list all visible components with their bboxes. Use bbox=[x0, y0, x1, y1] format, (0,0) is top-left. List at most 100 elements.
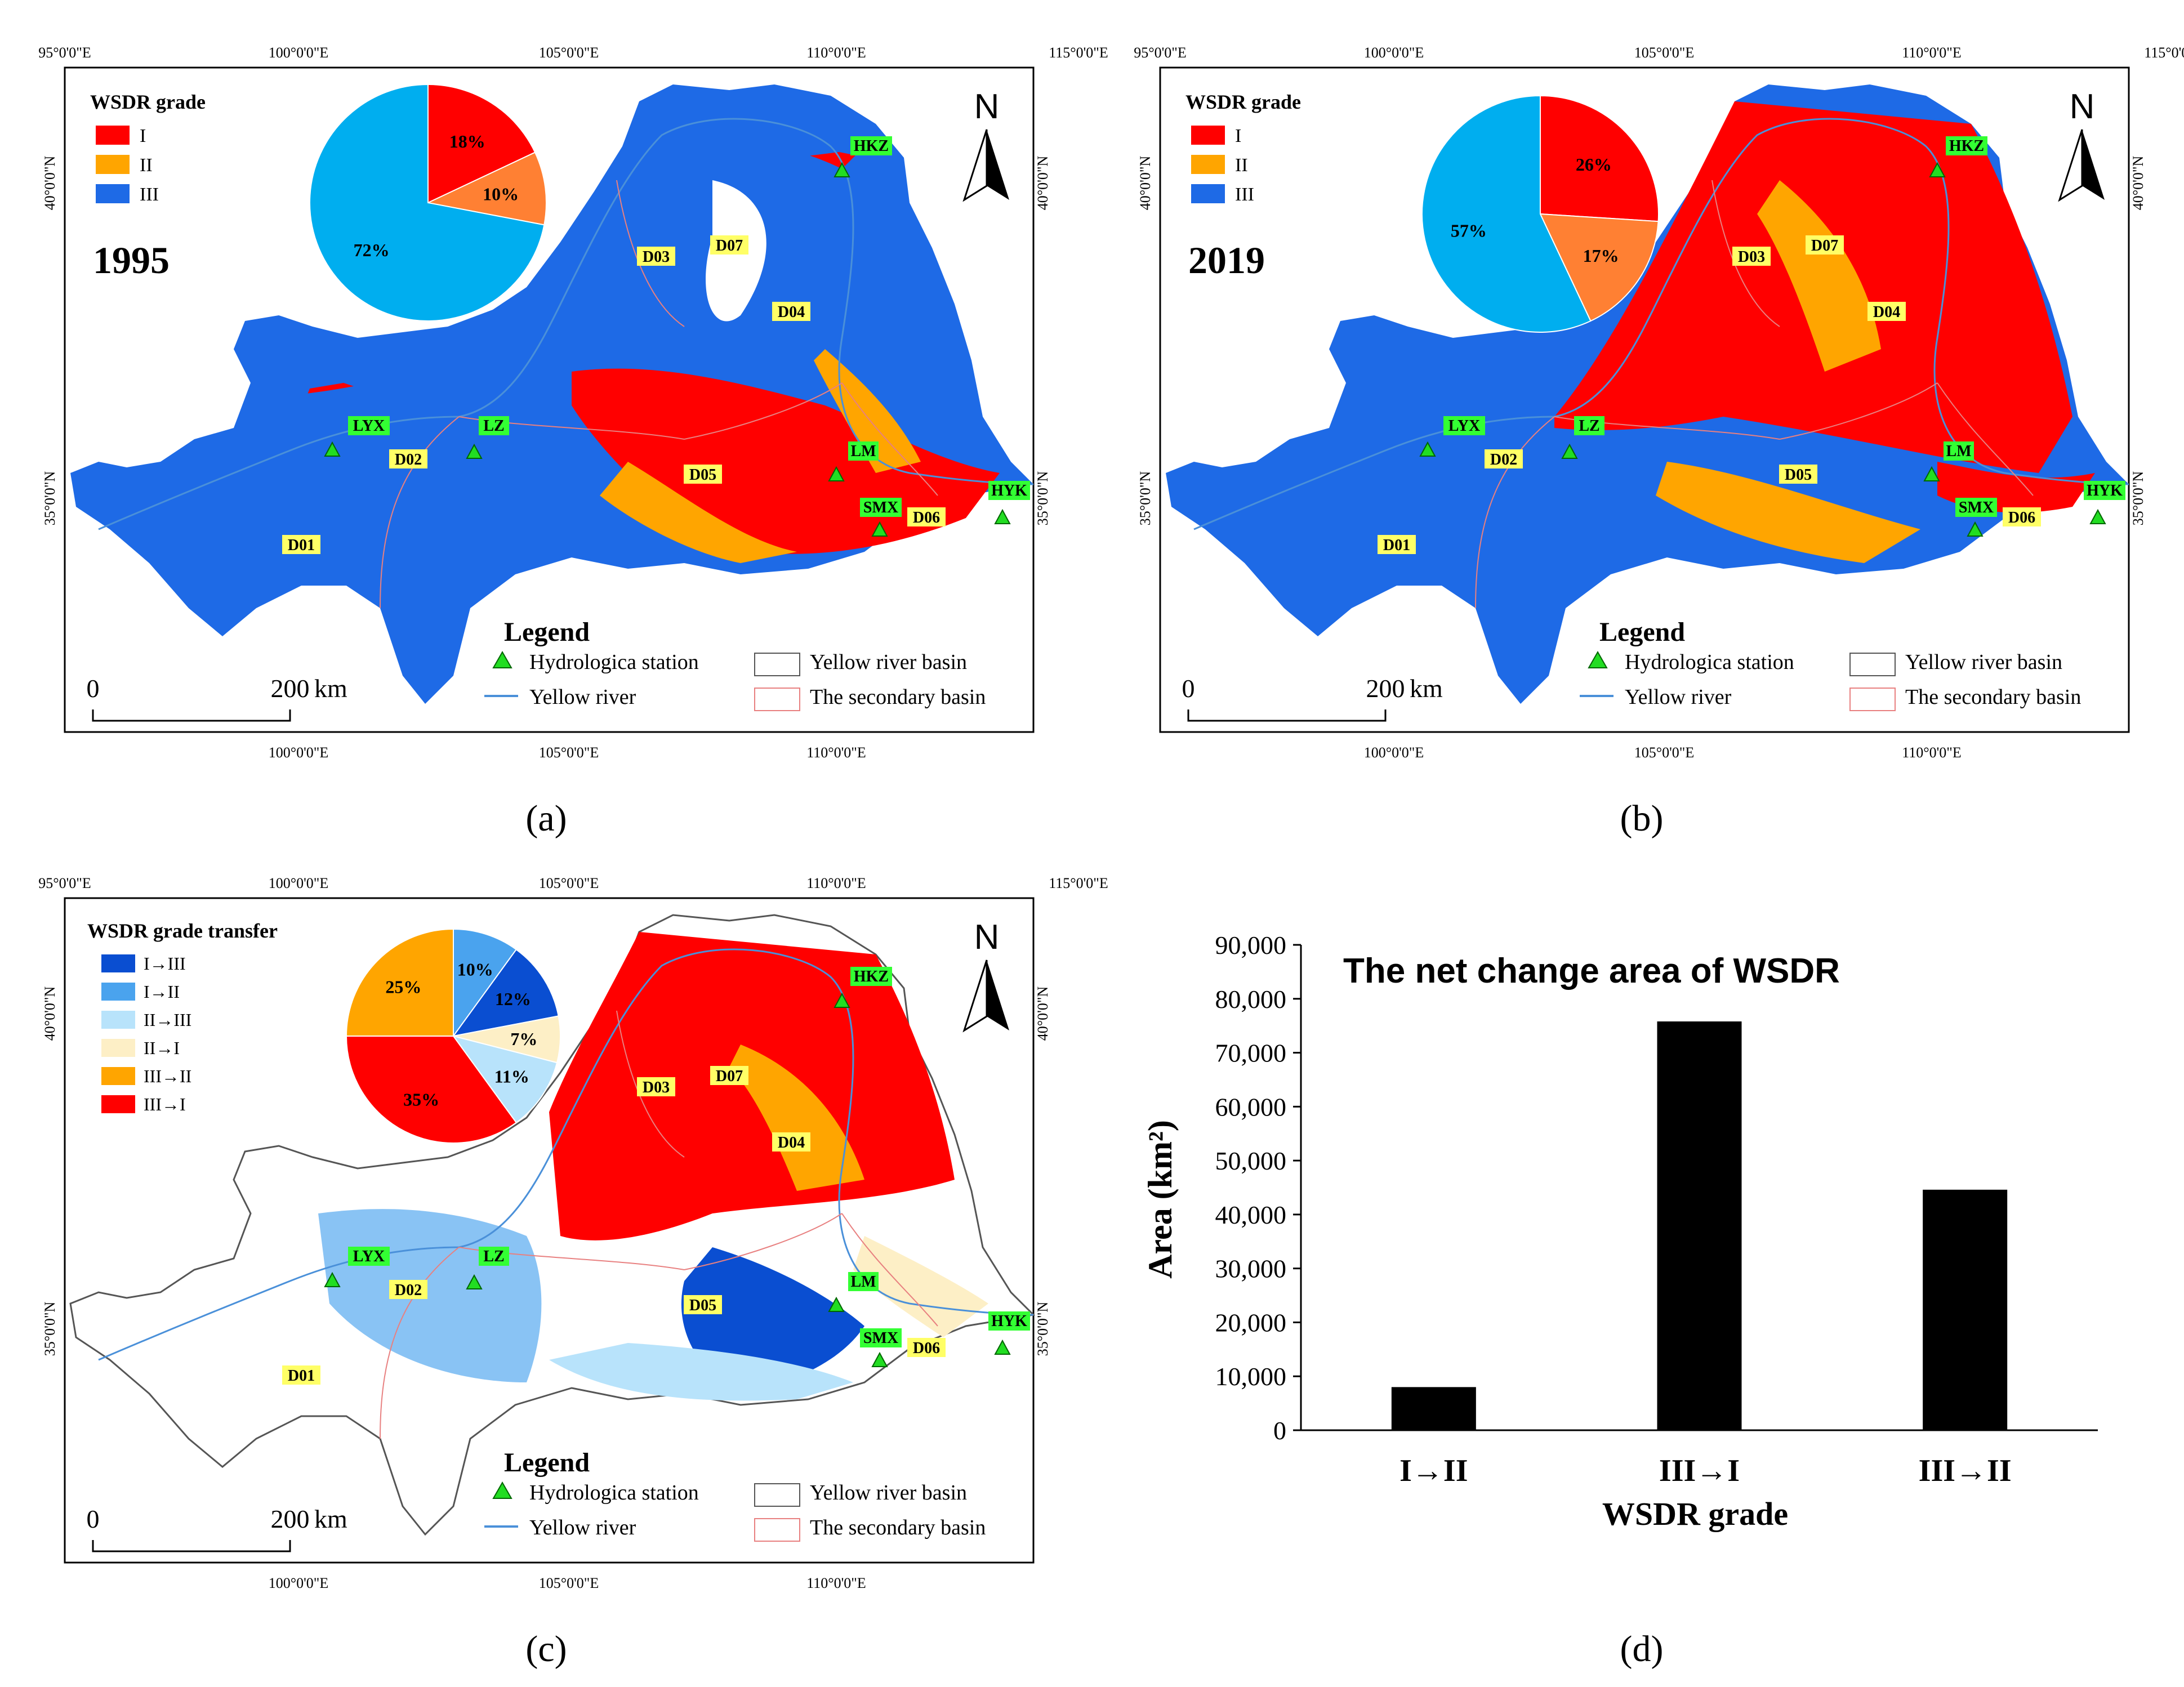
scale-bar bbox=[1187, 709, 1387, 722]
hydrological-station-icon bbox=[828, 1296, 845, 1312]
latitude-tick-label: 35°0'0"N bbox=[1137, 471, 1153, 526]
station-label-bg bbox=[988, 481, 1030, 500]
hydrological-station-icon bbox=[834, 162, 850, 177]
panel-c-pie-slice bbox=[345, 928, 454, 1037]
latitude-tick-label: 40°0'0"N bbox=[1035, 987, 1051, 1041]
basin-label: D07 bbox=[1811, 237, 1838, 255]
panel-c-pie-slice-label: 35% bbox=[403, 1090, 439, 1110]
panel-b-pie-slice-label: 57% bbox=[1451, 220, 1487, 240]
longitude-tick-label: 105°0'0"E bbox=[539, 1575, 599, 1591]
x-tick-label: III→I bbox=[1659, 1453, 1740, 1488]
basin-label: D05 bbox=[1785, 466, 1812, 484]
basin-label: D05 bbox=[689, 466, 716, 484]
panel-d-x-axis-label: WSDR grade bbox=[1602, 1496, 1788, 1532]
basin-label: D05 bbox=[689, 1297, 716, 1314]
longitude-tick-label: 100°0'0"E bbox=[1364, 744, 1424, 761]
station-label: HKZ bbox=[1949, 137, 1984, 155]
panel-c-legend-item-6: III→I bbox=[144, 1094, 186, 1114]
hydrological-station-icon bbox=[466, 1274, 483, 1289]
basin-label: D04 bbox=[778, 304, 805, 321]
panel-a-pie-slice-label: 18% bbox=[449, 131, 485, 151]
basin-label: D03 bbox=[1738, 248, 1765, 266]
station-label: HYK bbox=[991, 1313, 1027, 1330]
basin-label: D02 bbox=[395, 451, 422, 468]
x-tick-label: III→II bbox=[1919, 1453, 2012, 1488]
station-label-bg bbox=[848, 1272, 879, 1291]
station-label-bg bbox=[1955, 498, 1997, 517]
panel-c-legend-swatch-3 bbox=[101, 1011, 135, 1029]
latitude-tick-label: 35°0'0"N bbox=[2130, 471, 2146, 526]
longitude-tick-label: 115°0'0"E bbox=[2144, 44, 2184, 61]
legend-secondary-swatch bbox=[1849, 688, 1896, 711]
basin-label: D03 bbox=[643, 248, 670, 266]
basin-label: D06 bbox=[2008, 509, 2035, 526]
longitude-tick-label: 110°0'0"E bbox=[806, 875, 866, 891]
station-label-bg bbox=[860, 498, 902, 517]
panel-b-pie-slice-label: 26% bbox=[1576, 154, 1612, 175]
station-label: LZ bbox=[1579, 417, 1599, 435]
station-label-bg bbox=[850, 136, 892, 155]
panel-b-pie-slice bbox=[1539, 213, 1659, 322]
basin-label: D07 bbox=[716, 237, 743, 255]
panel-c-legend-swatch-5 bbox=[101, 1067, 135, 1085]
panel-c-iii-to-ii-area bbox=[729, 1045, 864, 1191]
scale-length: 200 bbox=[1366, 674, 1405, 703]
panel-c-ii-to-i-area bbox=[853, 1236, 988, 1337]
panel-c-pie-slice-label: 7% bbox=[510, 1029, 537, 1049]
panel-b-grade-ii-area-2 bbox=[1656, 462, 1920, 563]
panel-c-label: (c) bbox=[525, 1628, 567, 1670]
basin-label-bg bbox=[1732, 247, 1771, 266]
legend-title: Legend bbox=[504, 617, 590, 647]
basin-label: D03 bbox=[643, 1079, 670, 1096]
panel-a: 18% 10% 72% WSDR grade I II III 1995 N bbox=[64, 66, 1035, 733]
scale-bar bbox=[92, 709, 291, 722]
panel-c-pie-slice bbox=[453, 928, 518, 1038]
panel-b-legend-item-ii: II bbox=[1235, 155, 1248, 176]
legend-basin-swatch bbox=[1849, 653, 1896, 676]
north-label: N bbox=[974, 918, 1000, 957]
bar bbox=[1923, 1189, 2008, 1430]
basin-label-bg bbox=[772, 302, 810, 321]
basin-label-bg bbox=[1485, 449, 1523, 468]
panel-a-pie: 18% 10% 72% bbox=[309, 83, 547, 322]
panel-a-pie-slice bbox=[309, 83, 545, 322]
basin-label-bg bbox=[282, 535, 320, 554]
y-tick-label: 10,000 bbox=[1215, 1362, 1287, 1391]
panel-c-pie-slice-label: 12% bbox=[495, 989, 531, 1009]
legend-title: Legend bbox=[504, 1448, 590, 1478]
station-label-bg bbox=[348, 416, 390, 435]
panel-c-north-arrow: N bbox=[962, 918, 1009, 1033]
station-label-bg bbox=[1574, 416, 1604, 435]
station-label-bg bbox=[479, 1247, 509, 1266]
station-label: LZ bbox=[483, 417, 504, 435]
panel-c-legend-item-2: I→II bbox=[144, 981, 180, 1002]
panel-d-bar-chart: 0 10,000 20,000 30,000 40,000 50,000 60,000 70,… bbox=[1215, 931, 2098, 1488]
legend-river-label: Yellow river bbox=[529, 685, 636, 709]
panel-b-label: (b) bbox=[1620, 798, 1664, 839]
y-tick-label: 60,000 bbox=[1215, 1092, 1287, 1121]
panel-b-legend-swatch-ii bbox=[1191, 155, 1225, 174]
hydrological-station-icon bbox=[834, 992, 850, 1008]
scale-zero: 0 bbox=[1182, 674, 1195, 703]
panel-c-legend-swatch-2 bbox=[101, 983, 135, 1001]
panel-b-pie-slice-label: 17% bbox=[1583, 246, 1619, 266]
hydrological-station-icon bbox=[324, 441, 341, 457]
legend-station-label: Hydrologica station bbox=[529, 650, 699, 674]
legend-secondary-swatch bbox=[754, 688, 800, 711]
panel-c-pie-slice-label: 11% bbox=[494, 1066, 529, 1086]
basin-label-bg bbox=[907, 1338, 946, 1357]
panel-a-pie-slice bbox=[426, 151, 547, 226]
legend-basin-swatch bbox=[754, 1483, 800, 1507]
basin-label: D07 bbox=[716, 1068, 743, 1085]
longitude-tick-label: 105°0'0"E bbox=[1634, 44, 1695, 61]
panel-c-pie-slice bbox=[452, 948, 559, 1037]
longitude-tick-label: 115°0'0"E bbox=[1049, 44, 1108, 61]
scale-unit: km bbox=[314, 1505, 347, 1533]
panel-c-pie-slice-label: 10% bbox=[457, 959, 493, 980]
y-tick-label: 30,000 bbox=[1215, 1255, 1287, 1283]
latitude-tick-label: 40°0'0"N bbox=[42, 156, 58, 211]
bar bbox=[1391, 1387, 1476, 1430]
y-tick-label: 0 bbox=[1273, 1416, 1286, 1445]
panel-a-overlay: 95°0'0"E 100°0'0"E 105°0'0"E 110°0'0"E 115°0… bbox=[38, 44, 1108, 761]
